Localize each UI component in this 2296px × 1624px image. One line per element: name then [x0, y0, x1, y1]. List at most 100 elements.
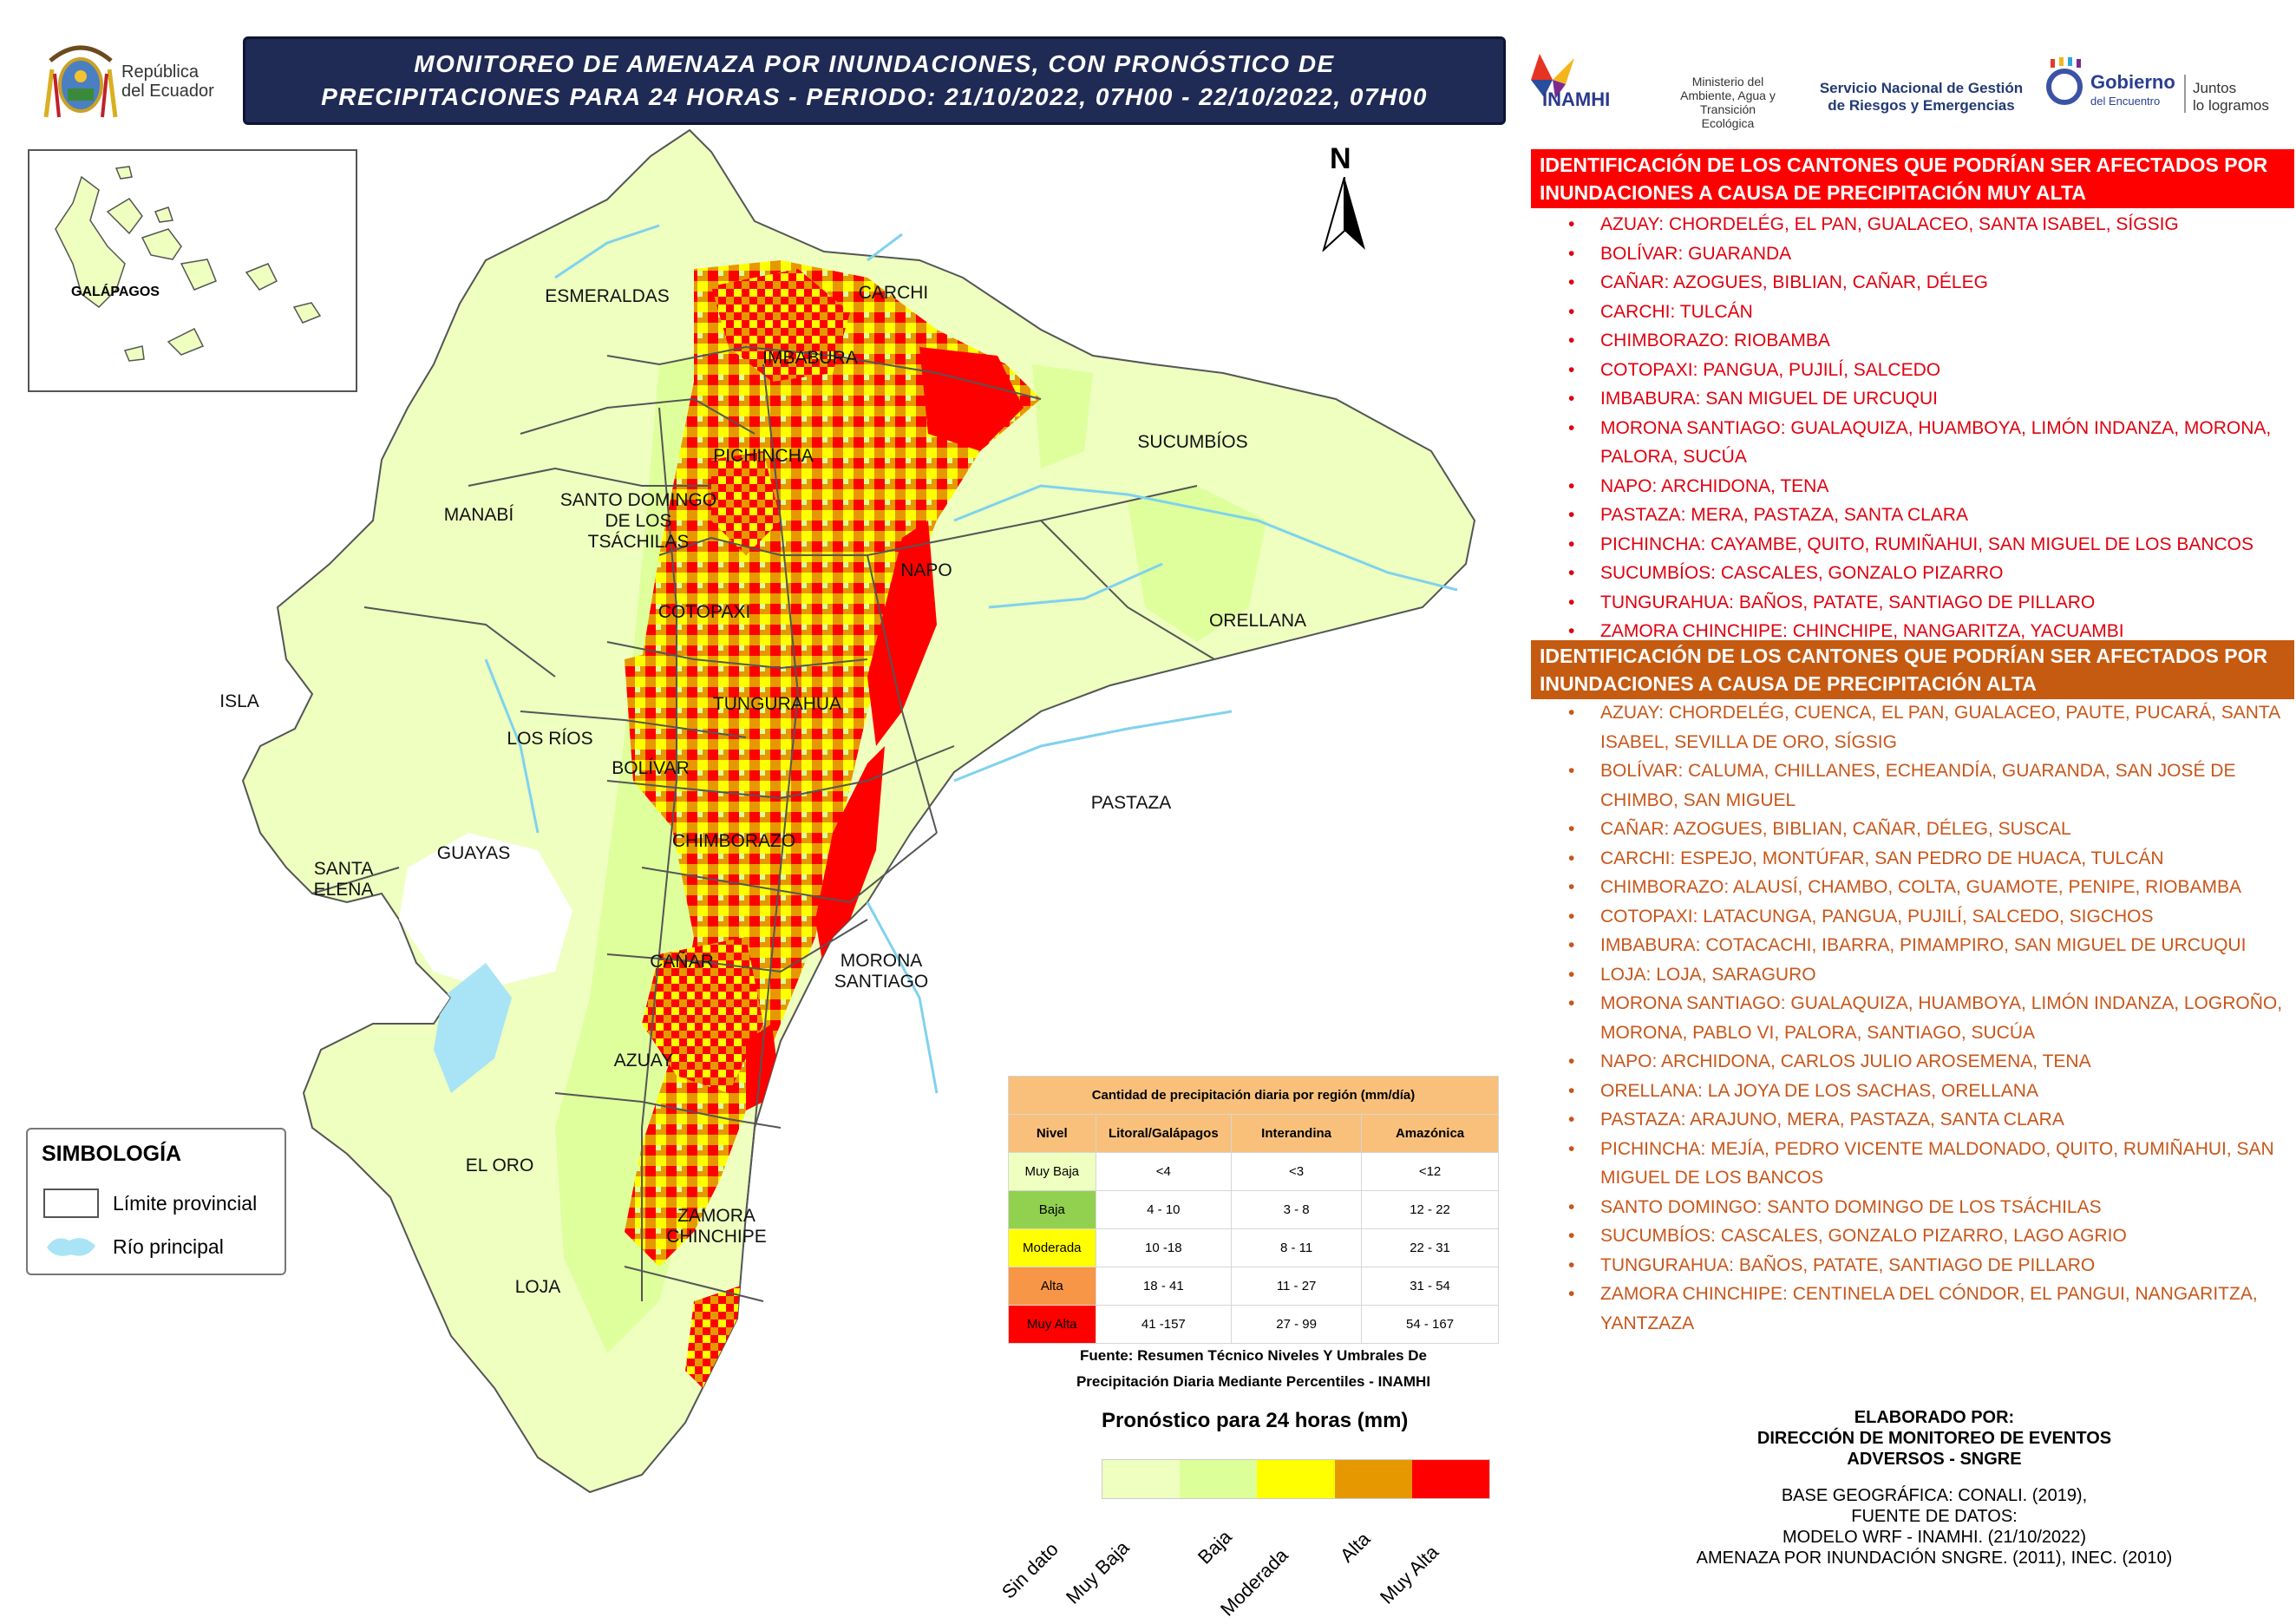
table-cell: 4 - 10 — [1095, 1190, 1233, 1229]
label-zamora: ZAMORA CHINCHIPE — [666, 1206, 767, 1247]
north-arrow-icon — [1320, 176, 1369, 253]
table-row: Muy Baja <4 <3 <12 — [1008, 1152, 1499, 1191]
gobierno-logo: Gobierno del Encuentro — [2090, 73, 2175, 111]
credits-bold-1: ELABORADO POR: — [1854, 1408, 2015, 1427]
sngre-line-2: de Riesgos y Emergencias — [1828, 97, 2015, 114]
col-interandina: Interandina — [1231, 1114, 1363, 1153]
country-name: República del Ecuador — [121, 62, 214, 101]
legend-label-moderada: Moderada — [1216, 1543, 1292, 1621]
label-morona: MORONA SANTIAGO — [834, 951, 929, 992]
list-item: PASTAZA: ARAJUNO, MERA, PASTAZA, SANTA C… — [1553, 1105, 2290, 1135]
list-item: MORONA SANTIAGO: GUALAQUIZA, HUAMBOYA, L… — [1553, 989, 2290, 1047]
list-item: MORONA SANTIAGO: GUALAQUIZA, HUAMBOYA, L… — [1553, 414, 2290, 472]
table-row: Moderada 10 -18 8 - 11 22 - 31 — [1008, 1228, 1499, 1267]
river-label: Río principal — [113, 1235, 224, 1258]
label-manabi: MANABÍ — [444, 505, 514, 526]
guayas-no-data — [399, 833, 572, 989]
precip-table-source: Fuente: Resumen Técnico Niveles Y Umbral… — [989, 1343, 1518, 1395]
alta-list: AZUAY: CHORDELÉG, CUENCA, EL PAN, GUALAC… — [1553, 698, 2290, 1338]
label-santo-domingo-3: TSÁCHILAS — [587, 532, 690, 552]
legend-swatch-alta — [1411, 1460, 1490, 1498]
list-item: BOLÍVAR: GUARANDA — [1553, 239, 2290, 269]
sngre-line-1: Servicio Nacional de Gestión — [1819, 80, 2024, 96]
legend-label-muy-baja: Muy Baja — [1062, 1536, 1134, 1608]
ministerio-logo: Ministerio del Ambiente, Agua y Transici… — [1676, 75, 1780, 130]
label-santo-domingo: SANTO DOMINGO DE LOS TSÁCHILAS — [560, 490, 716, 553]
label-los-rios: LOS RÍOS — [507, 729, 593, 749]
gobierno-line-1: Gobierno — [2090, 71, 2175, 93]
label-guayas: GUAYAS — [436, 843, 511, 863]
credits-bold-2: DIRECCIÓN DE MONITOREO DE EVENTOS — [1756, 1429, 2112, 1448]
label-el-oro: EL ORO — [465, 1156, 534, 1175]
credits-line-3: MODELO WRF - INAMHI. (21/10/2022) — [1782, 1528, 2087, 1547]
label-canar: CAÑAR — [650, 952, 714, 972]
list-item: TUNGURAHUA: BAÑOS, PATATE, SANTIAGO DE P… — [1553, 1251, 2290, 1280]
label-santo-domingo-2: DE LOS — [605, 511, 672, 531]
sngre-logo: Servicio Nacional de Gestión de Riesgos … — [1817, 80, 2025, 115]
credits-bold-3: ADVERSOS - SNGRE — [1847, 1450, 2022, 1469]
level-baja: Baja — [1008, 1190, 1096, 1229]
label-orellana: ORELLANA — [1208, 611, 1307, 631]
alta-list-header: IDENTIFICACIÓN DE LOS CANTONES QUE PODRÍ… — [1531, 640, 2294, 699]
label-isla: ISLA — [219, 691, 259, 711]
list-item: SUCUMBÍOS: CASCALES, GONZALO PIZARRO — [1553, 559, 2290, 588]
table-cell: 41 -157 — [1095, 1305, 1233, 1344]
list-item: ZAMORA CHINCHIPE: CHINCHIPE, NANGARITZA,… — [1553, 617, 2290, 646]
label-carchi: CARCHI — [858, 283, 929, 303]
table-cell: <3 — [1231, 1152, 1363, 1191]
label-loja: LOJA — [514, 1277, 561, 1297]
precipitation-table: Cantidad de precipitación diaria por reg… — [1008, 1076, 1499, 1344]
label-santa-elena: SANTA ELENA — [314, 859, 374, 900]
list-item: PICHINCHA: CAYAMBE, QUITO, RUMIÑAHUI, SA… — [1553, 530, 2290, 560]
forecast-legend-labels: Sin dato Muy Baja Baja Moderada Alta Muy… — [989, 1509, 1509, 1621]
label-azuay: AZUAY — [613, 1051, 674, 1071]
label-zamora-2: CHINCHIPE — [666, 1227, 767, 1247]
river-swatch-icon — [43, 1232, 99, 1261]
label-morona-1: MORONA — [840, 951, 923, 971]
credits-bold: ELABORADO POR: DIRECCIÓN DE MONITOREO DE… — [1631, 1407, 2238, 1470]
north-label: N — [1330, 142, 1351, 175]
label-tungurahua: TUNGURAHUA — [712, 694, 842, 714]
inamhi-label: INAMHI — [1542, 88, 1611, 110]
list-item: TUNGURAHUA: BAÑOS, PATATE, SANTIAGO DE P… — [1553, 588, 2290, 618]
ecuador-coat-of-arms — [42, 35, 120, 121]
table-cell: 8 - 11 — [1231, 1228, 1363, 1267]
level-alta: Alta — [1008, 1267, 1096, 1306]
list-item: PASTAZA: MERA, PASTAZA, SANTA CLARA — [1553, 501, 2290, 530]
muy-alta-list-header: IDENTIFICACIÓN DE LOS CANTONES QUE PODRÍ… — [1531, 149, 2294, 208]
precip-table-header-row: Nivel Litoral/Galápagos Interandina Amaz… — [1008, 1114, 1499, 1153]
list-item: CARCHI: TULCÁN — [1553, 298, 2290, 327]
alta-header-line-1: IDENTIFICACIÓN DE LOS CANTONES QUE PODRÍ… — [1540, 645, 2268, 667]
list-item: CAÑAR: AZOGUES, BIBLIAN, CAÑAR, DÉLEG, S… — [1553, 815, 2290, 844]
list-item: LOJA: LOJA, SARAGURO — [1553, 960, 2290, 990]
juntos-line-1: Juntos — [2193, 80, 2237, 96]
legend-label-muy-alta: Muy Alta — [1376, 1541, 1443, 1608]
juntos-line-2: lo logramos — [2193, 97, 2269, 114]
limit-label: Límite provincial — [113, 1192, 258, 1215]
list-item: NAPO: ARCHIDONA, CARLOS JULIO AROSEMENA,… — [1553, 1047, 2290, 1077]
muy-alta-list: AZUAY: CHORDELÉG, EL PAN, GUALACEO, SANT… — [1553, 210, 2290, 646]
list-item: PICHINCHA: MEJÍA, PEDRO VICENTE MALDONAD… — [1553, 1135, 2290, 1193]
legend-swatch-sin-dato — [1102, 1460, 1181, 1498]
credits-line-4: AMENAZA POR INUNDACIÓN SNGRE. (2011), IN… — [1696, 1549, 2173, 1568]
galapagos-label: GALÁPAGOS — [71, 285, 160, 299]
juntos-logo: Juntos lo logramos — [2193, 80, 2269, 115]
table-row: Alta 18 - 41 11 - 27 31 - 54 — [1008, 1267, 1499, 1306]
list-item: SANTO DOMINGO: SANTO DOMINGO DE LOS TSÁC… — [1553, 1193, 2290, 1222]
ecuador-map — [241, 128, 1476, 1494]
list-item: IMBABURA: COTACACHI, IBARRA, PIMAMPIRO, … — [1553, 931, 2290, 960]
table-cell: 10 -18 — [1095, 1228, 1233, 1267]
col-litoral: Litoral/Galápagos — [1095, 1114, 1233, 1153]
galapagos-islands — [55, 166, 322, 362]
list-item: CHIMBORAZO: ALAUSÍ, CHAMBO, COLTA, GUAMO… — [1553, 873, 2290, 902]
muy-alta-header-line-2: INUNDACIONES A CAUSA DE PRECIPITACIÓN MU… — [1540, 181, 2086, 204]
level-muy-alta: Muy Alta — [1008, 1305, 1096, 1344]
label-cotopaxi: COTOPAXI — [657, 602, 751, 622]
legend-label-baja: Baja — [1194, 1525, 1236, 1568]
credits-line-2: FUENTE DE DATOS: — [1851, 1507, 2018, 1526]
precip-table-title: Cantidad de precipitación diaria por reg… — [1008, 1076, 1499, 1115]
alta-header-line-2: INUNDACIONES A CAUSA DE PRECIPITACIÓN AL… — [1540, 672, 2037, 695]
list-item: ZAMORA CHINCHIPE: CENTINELA DEL CÓNDOR, … — [1553, 1280, 2290, 1338]
forecast-legend-bar — [1102, 1459, 1490, 1499]
list-item: COTOPAXI: PANGUA, PUJILÍ, SALCEDO — [1553, 356, 2290, 385]
